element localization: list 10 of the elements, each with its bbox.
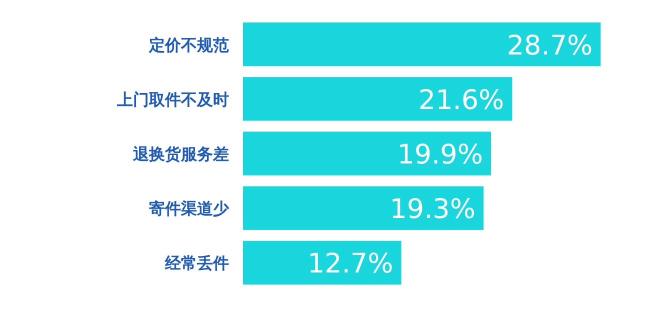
data-label: 19.3%	[390, 194, 476, 226]
y-tick-label: 退换货服务差	[132, 146, 229, 164]
y-tick-label: 寄件渠道少	[149, 199, 230, 218]
y-tick-label: 经常丢件	[164, 254, 229, 273]
data-label: 21.6%	[418, 84, 504, 116]
y-tick-label: 上门取件不及时	[116, 90, 229, 109]
data-label: 28.7%	[506, 30, 593, 62]
y-tick-label: 定价不规范	[148, 36, 229, 54]
data-label: 12.7%	[307, 248, 394, 280]
data-label: 19.9%	[397, 140, 483, 170]
